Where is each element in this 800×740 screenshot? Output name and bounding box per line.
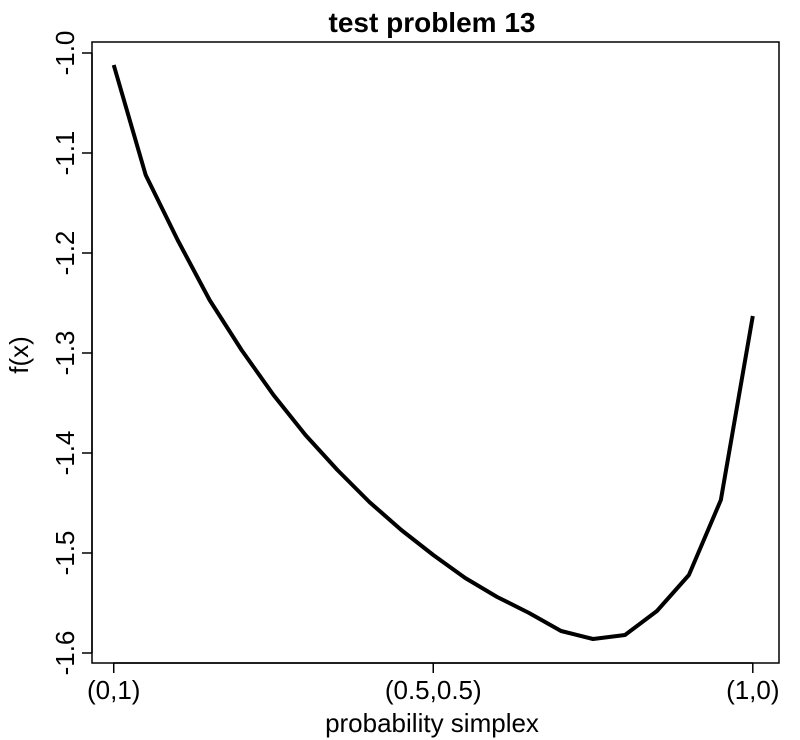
y-tick-label: -1.1 (50, 131, 80, 176)
y-axis-label: f(x) (4, 336, 34, 374)
y-tick-label: -1.3 (50, 331, 80, 376)
y-tick-label: -1.4 (50, 431, 80, 476)
x-tick-label: (0.5,0.5) (385, 675, 482, 705)
x-tick-label: (1,0) (726, 675, 779, 705)
x-tick-label: (0,1) (87, 675, 140, 705)
plot-frame (91, 41, 780, 664)
y-tick-label: -1.5 (50, 531, 80, 576)
line (111, 64, 755, 641)
x-axis-label: probability simplex (325, 708, 539, 738)
y-tick-label: -1.0 (50, 31, 80, 76)
y-tick-label: -1.2 (50, 231, 80, 276)
chart-title: test problem 13 (329, 7, 536, 38)
y-tick-label: -1.6 (50, 631, 80, 676)
